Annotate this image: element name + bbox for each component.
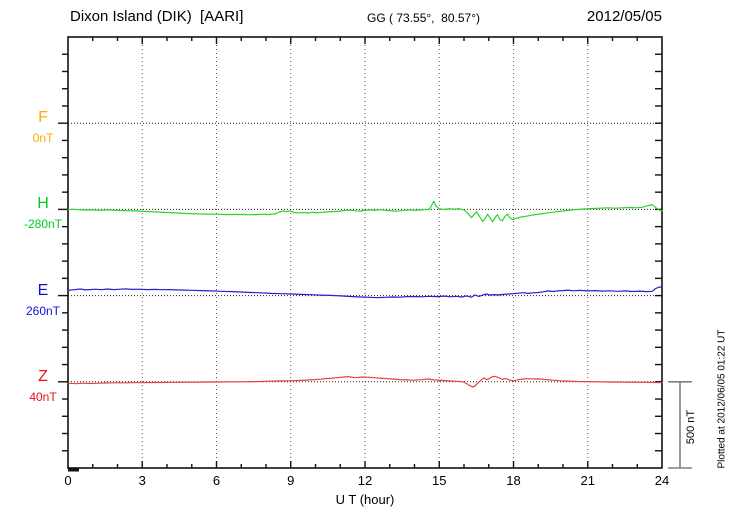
x-tick-label-21: 21 [580, 473, 595, 488]
plot-frame [67, 36, 663, 469]
channel-label-E: E 260nT [18, 282, 68, 318]
channel-baseline-E: 260nT [25, 304, 61, 318]
x-tick-label-3: 3 [138, 473, 146, 488]
trace-Z [67, 375, 663, 388]
channel-label-F: F 0nT [18, 109, 68, 145]
x-tick-label-24: 24 [654, 473, 670, 488]
scale-bar-label: 500 nT [685, 409, 697, 445]
x-tick-label-6: 6 [212, 473, 221, 488]
channel-baseline-Z: 40nT [29, 390, 57, 404]
channel-letter-Z: Z [38, 368, 48, 385]
geographic-coordinates: GG ( 73.55°, 80.57°) [367, 11, 480, 25]
x-tick-label-15: 15 [432, 473, 447, 488]
x-tick-label-0: 0 [64, 473, 72, 488]
x-tick-label-18: 18 [506, 473, 521, 488]
x-tick-label-12: 12 [357, 473, 373, 488]
channel-letter-E: E [37, 282, 49, 299]
x-tick-label-9: 9 [287, 473, 295, 488]
channel-label-H: H -280nT [18, 195, 68, 231]
trace-H [67, 200, 663, 223]
channel-baseline-F: 0nT [32, 131, 54, 145]
plotted-at-note: Plotted at 2012/06/05 01:22 UT [716, 329, 728, 469]
x-axis-title: U T (hour) [335, 492, 395, 507]
channel-letter-H: H [37, 195, 49, 212]
channel-baseline-H: -280nT [23, 217, 63, 231]
channel-label-Z: Z 40nT [18, 368, 68, 404]
plot-date: 2012/05/05 [586, 8, 662, 25]
trace-E [67, 286, 663, 299]
station-title: Dixon Island (DIK) [AARI] [70, 8, 244, 25]
channel-letter-F: F [38, 109, 48, 126]
